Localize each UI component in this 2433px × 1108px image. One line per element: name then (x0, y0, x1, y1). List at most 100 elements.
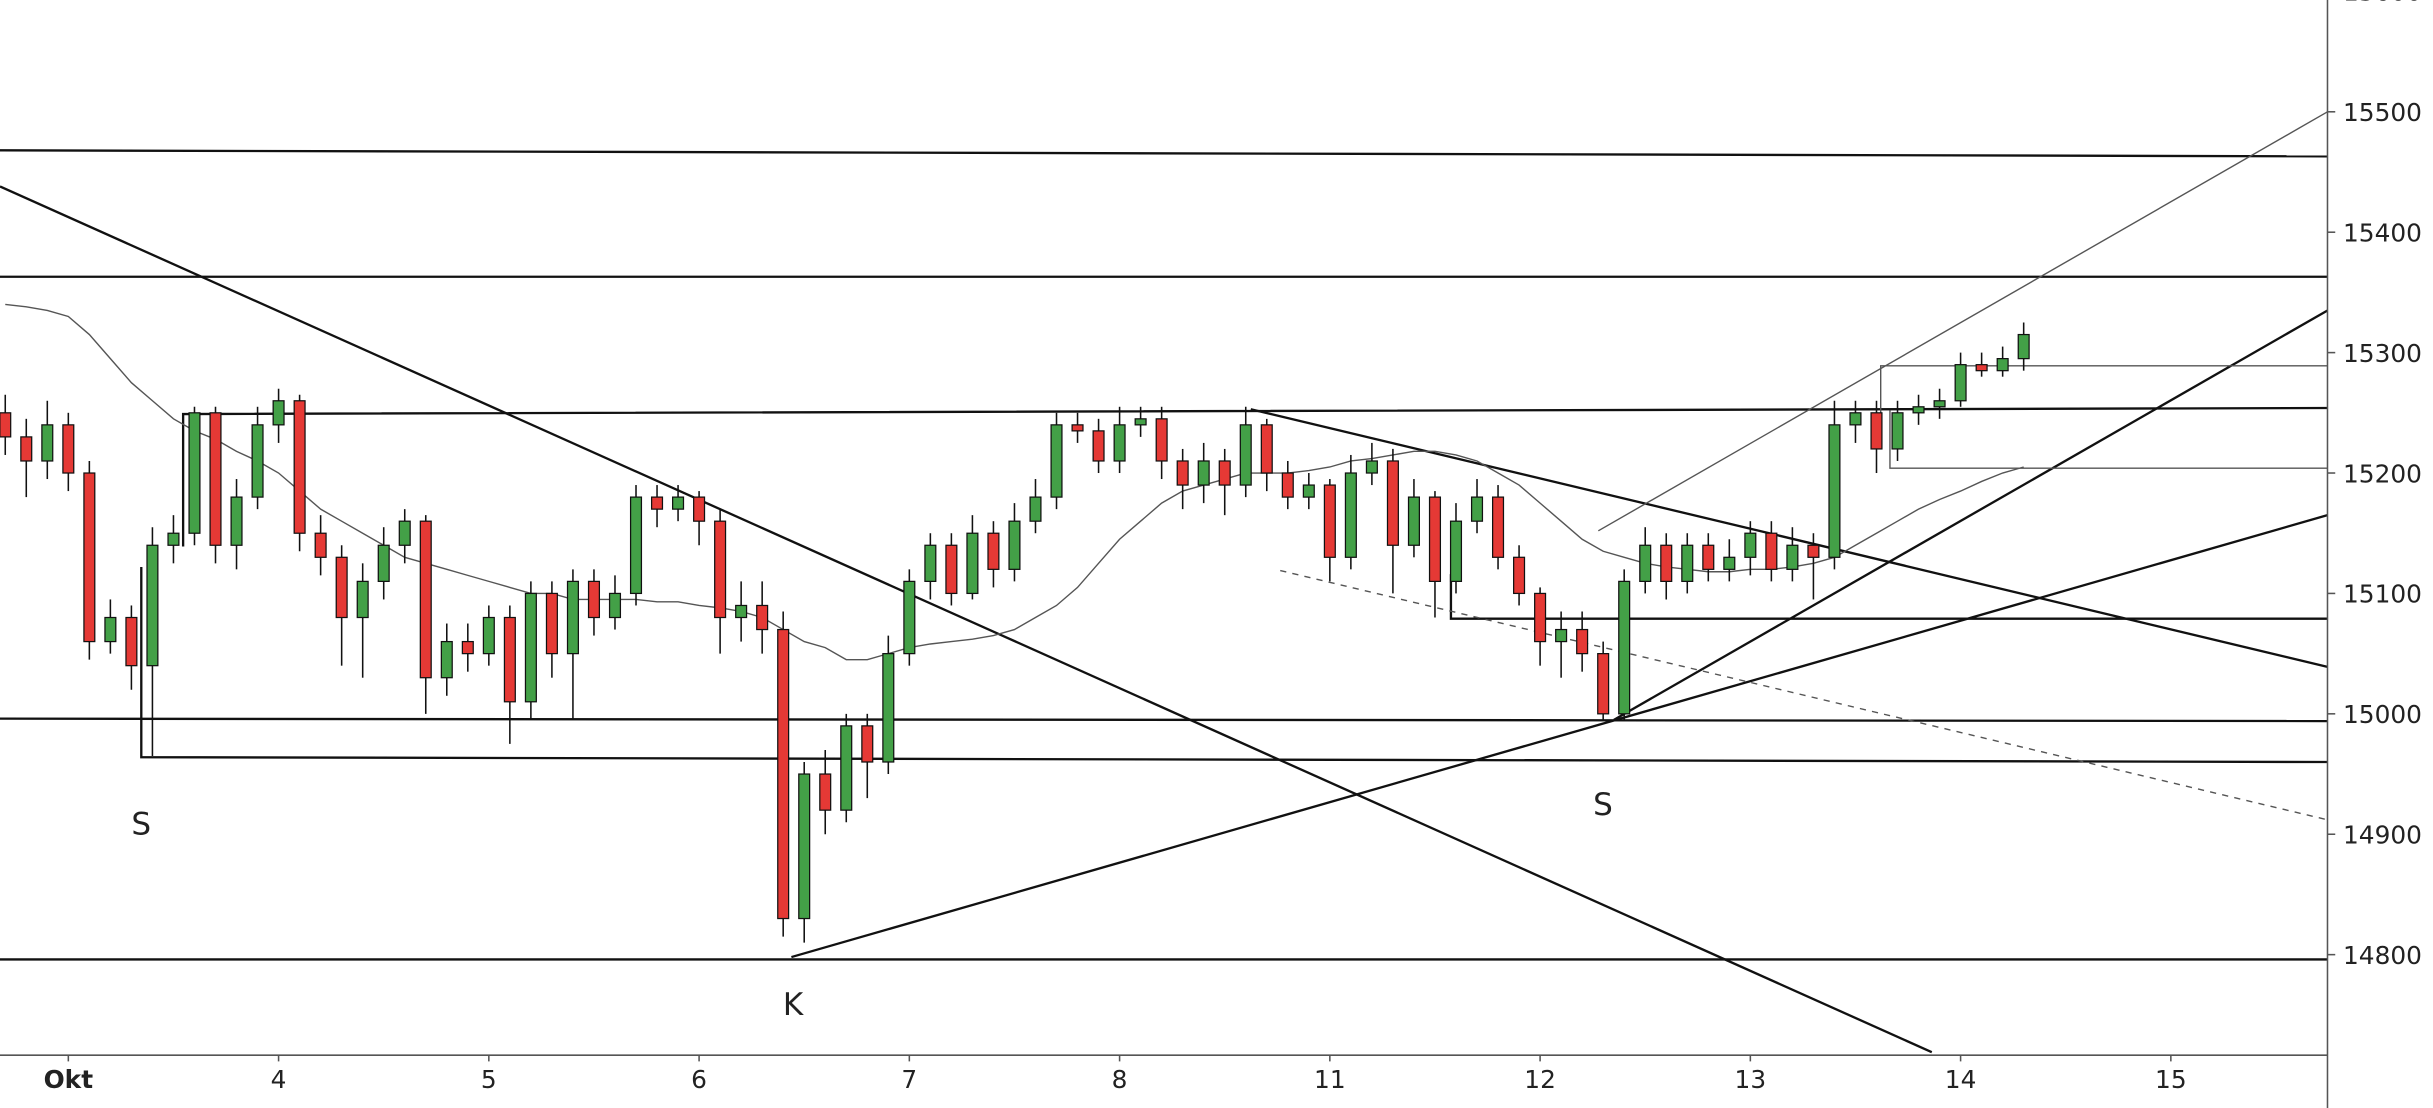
candle-body (1996, 358, 2009, 372)
candle-body (777, 628, 790, 920)
candle-body (1491, 496, 1505, 558)
candle-body (1344, 472, 1357, 558)
candle-body (693, 496, 706, 522)
candle-body (1155, 418, 1168, 462)
candle-body (1681, 544, 1694, 583)
candle-body (293, 400, 306, 534)
y-tick-label: 15100 (2343, 580, 2422, 609)
x-tick-label: 8 (1112, 1065, 1128, 1094)
candle-body (356, 580, 369, 619)
candle-body (1933, 400, 1946, 408)
candle-body (735, 604, 748, 619)
trend-line (0, 149, 2328, 158)
candle-body (545, 592, 558, 655)
candle-body (1555, 628, 1568, 643)
trend-line (0, 185, 1933, 1054)
trend-line (1889, 410, 2328, 469)
candle-body (1134, 418, 1147, 426)
candle-body (1765, 532, 1778, 570)
trend-line (1880, 365, 2328, 416)
candle-body (62, 424, 75, 474)
x-tick-label: 5 (481, 1065, 497, 1094)
annotation: S (1593, 787, 1613, 823)
y-tick-label: 15300 (2343, 339, 2422, 368)
candle-body (1029, 496, 1042, 522)
candle-body (924, 544, 937, 583)
candle-body (798, 773, 811, 920)
candle-body (840, 725, 853, 811)
candle-body (1849, 412, 1862, 426)
candle-body (0, 412, 12, 438)
candle-body (1912, 406, 1925, 414)
candle-body (1660, 544, 1673, 583)
y-tick-label: 15000 (2343, 700, 2422, 729)
candle-body (398, 520, 411, 546)
candle-body (1113, 424, 1126, 462)
candle-body (966, 532, 979, 595)
candle-body (1702, 544, 1715, 570)
candle-body (2017, 333, 2030, 360)
candle-body (1576, 628, 1589, 655)
candle-body (861, 725, 874, 763)
trend-line (181, 406, 2328, 547)
candle-body (230, 496, 243, 546)
candle-body (882, 653, 895, 763)
trend-line (1449, 574, 2328, 620)
candle-body (1260, 424, 1273, 474)
candle-body (1975, 364, 1988, 372)
candle-body (566, 580, 579, 655)
candle-body (903, 580, 916, 655)
axes: 14800 14900 15000 15100 15200 15300 15400 15500… (44, 0, 2422, 1094)
candle-body (146, 544, 159, 667)
candle-body (419, 520, 432, 679)
y-tick-label: 15200 (2343, 459, 2422, 488)
trend-line (1597, 111, 2328, 532)
trend-line (0, 717, 2328, 723)
candle-body (629, 496, 643, 595)
candle-body (125, 616, 138, 667)
x-tick-label: 7 (901, 1065, 917, 1094)
candle-body (461, 640, 474, 655)
annotation: S (131, 806, 151, 842)
candle-body (714, 520, 727, 619)
y-tick-label: 15500 (2343, 98, 2422, 127)
candle-body (188, 412, 201, 534)
y-tick-label: 14800 (2343, 941, 2422, 970)
candle-body (524, 592, 537, 703)
candle-body (1449, 520, 1463, 583)
candle-body (1092, 430, 1105, 462)
x-tick-label: 6 (691, 1065, 707, 1094)
trend-line (140, 566, 2328, 764)
x-tick-label: Okt (44, 1065, 94, 1094)
x-tick-label: 11 (1314, 1065, 1346, 1094)
candle-body (608, 592, 622, 619)
trend-line (1280, 569, 2328, 821)
candle-body (503, 616, 516, 703)
candle-body (1639, 544, 1652, 583)
candle-body (251, 424, 264, 498)
candle-body (1407, 496, 1420, 546)
y-tick-label: 15400 (2343, 219, 2422, 248)
trend-line (1613, 309, 2329, 721)
candle-body (1050, 424, 1063, 498)
candle-body (1470, 496, 1484, 522)
candle-body (756, 604, 769, 631)
candle-body (650, 496, 664, 510)
candle-body (945, 544, 958, 595)
candle-body (819, 773, 832, 811)
candle-body (987, 532, 1000, 570)
candle-body (1386, 460, 1399, 546)
candle-body (1197, 460, 1210, 486)
candle-body (314, 532, 327, 558)
candle-body (1302, 484, 1315, 498)
candle-body (1891, 412, 1904, 450)
candle-body (1323, 484, 1336, 558)
candle-body (83, 472, 96, 643)
candle-body (1786, 544, 1799, 570)
candle-body (1176, 460, 1189, 486)
candle-body (167, 532, 180, 546)
candle-body (482, 616, 495, 655)
x-tick-label: 4 (271, 1065, 287, 1094)
x-tick-label: 15 (2155, 1065, 2187, 1094)
